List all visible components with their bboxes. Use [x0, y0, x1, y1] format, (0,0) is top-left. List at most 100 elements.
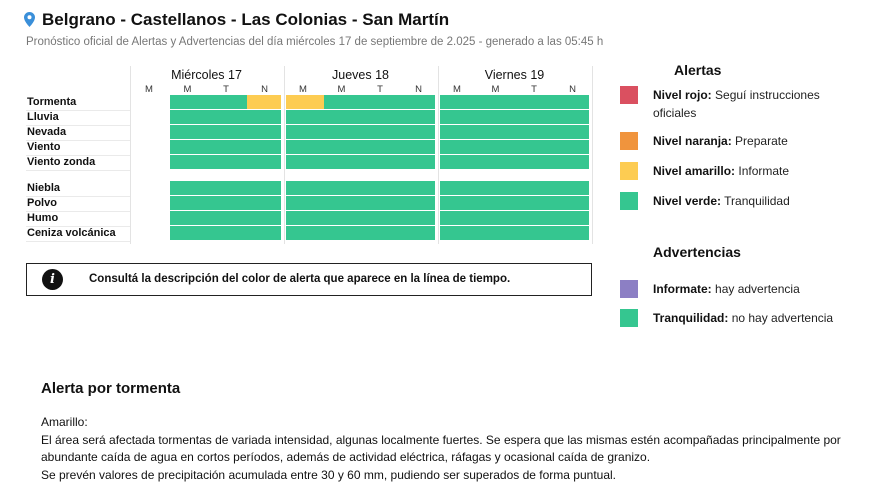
legend-label: Nivel verde:	[653, 194, 722, 208]
timeline-cell	[516, 110, 555, 124]
row-divider	[26, 155, 130, 156]
row-divider	[26, 226, 130, 227]
period-label: M	[337, 84, 346, 95]
timeline-cell	[440, 196, 478, 210]
row-label: Viento	[27, 141, 61, 153]
timeline-cell	[554, 196, 589, 210]
timeline-cell	[477, 196, 517, 210]
timeline-cell	[477, 110, 517, 124]
day-label: Miércoles 17	[171, 68, 242, 82]
timeline-cell	[440, 125, 478, 139]
color-swatch	[620, 280, 638, 298]
timeline-cell	[286, 196, 324, 210]
period-label: T	[223, 84, 229, 95]
timeline-cell	[323, 226, 363, 240]
timeline-cell	[286, 125, 324, 139]
color-swatch	[620, 86, 638, 104]
timeline-cell	[440, 181, 478, 195]
timeline-cell	[477, 95, 517, 109]
timeline-cell	[169, 196, 209, 210]
timeline-cell	[323, 95, 363, 109]
timeline-cell	[246, 110, 281, 124]
timeline-cell	[169, 95, 209, 109]
timeline-cell	[208, 226, 247, 240]
detail-title: Alerta por tormenta	[41, 380, 181, 397]
timeline-cell	[400, 95, 435, 109]
detail-line: El área será afectada tormentas de varia…	[41, 432, 841, 465]
timeline-cell	[400, 110, 435, 124]
info-box: i Consultá la descripción del color de a…	[26, 263, 592, 296]
timeline-cell	[286, 110, 324, 124]
timeline-cell	[246, 181, 281, 195]
timeline-cell	[554, 181, 589, 195]
legend-label: Nivel amarillo:	[653, 164, 736, 178]
timeline-cell	[516, 196, 555, 210]
timeline-cell	[440, 155, 478, 169]
legend-text: Nivel verde: Tranquilidad	[653, 192, 843, 210]
period-label: N	[415, 84, 422, 95]
timeline-cell	[400, 196, 435, 210]
timeline-cell	[554, 211, 589, 225]
timeline-cell	[169, 181, 209, 195]
row-label: Polvo	[27, 197, 57, 209]
page-title: Belgrano - Castellanos - Las Colonias - …	[42, 10, 450, 29]
timeline-cell	[362, 181, 401, 195]
legend-label: Tranquilidad:	[653, 311, 729, 325]
timeline-cell	[440, 95, 478, 109]
timeline-cell	[246, 211, 281, 225]
timeline-cell	[323, 211, 363, 225]
day-divider	[592, 66, 593, 244]
legend-text: Nivel rojo: Seguí instrucciones oficiale…	[653, 86, 843, 122]
legend-label: Nivel naranja:	[653, 134, 732, 148]
row-divider	[26, 140, 130, 141]
page-subtitle: Pronóstico oficial de Alertas y Adverten…	[26, 36, 604, 48]
color-swatch	[620, 162, 638, 180]
timeline-cell	[516, 226, 555, 240]
info-icon: i	[42, 269, 63, 290]
timeline-cell	[169, 140, 209, 154]
row-label: Lluvia	[27, 111, 59, 123]
timeline-cell	[554, 155, 589, 169]
row-label: Niebla	[27, 182, 61, 194]
period-label: N	[261, 84, 268, 95]
row-divider	[26, 125, 130, 126]
timeline-cell	[400, 211, 435, 225]
period-label: T	[377, 84, 383, 95]
timeline-cell	[362, 95, 401, 109]
detail-line: Se prevén valores de precipitación acumu…	[41, 467, 617, 482]
timeline-cell	[400, 226, 435, 240]
timeline-cell	[208, 211, 247, 225]
legend-desc: no hay advertencia	[731, 311, 834, 325]
timeline-cell	[208, 181, 247, 195]
timeline-cell	[362, 196, 401, 210]
day-label: Jueves 18	[332, 68, 389, 82]
timeline-cell	[286, 155, 324, 169]
timeline-cell	[362, 226, 401, 240]
legend-text: Nivel amarillo: Informate	[653, 162, 843, 180]
row-label: Tormenta	[27, 96, 77, 108]
timeline-cell	[400, 125, 435, 139]
period-label: M	[299, 84, 307, 95]
period-label: M	[491, 84, 500, 95]
timeline-cell	[286, 226, 324, 240]
timeline-cell	[169, 155, 209, 169]
timeline-cell	[246, 196, 281, 210]
info-text: Consultá la descripción del color de ale…	[89, 273, 511, 285]
alert-timeline: Miércoles 17 M M T N Jueves 18 M M T N Viernes 19 M…	[26, 66, 593, 246]
timeline-cell	[400, 181, 435, 195]
timeline-cell	[208, 95, 247, 109]
timeline-cell	[246, 155, 281, 169]
row-divider	[26, 241, 130, 242]
timeline-cell	[516, 95, 555, 109]
timeline-cell	[286, 140, 324, 154]
timeline-cell	[208, 155, 247, 169]
row-divider	[26, 110, 130, 111]
timeline-cell	[286, 181, 324, 195]
timeline-cell	[554, 95, 589, 109]
timeline-cell	[169, 110, 209, 124]
color-swatch	[620, 309, 638, 327]
timeline-cell	[169, 211, 209, 225]
timeline-cell	[516, 155, 555, 169]
timeline-cell	[440, 140, 478, 154]
row-label: Humo	[27, 212, 59, 224]
